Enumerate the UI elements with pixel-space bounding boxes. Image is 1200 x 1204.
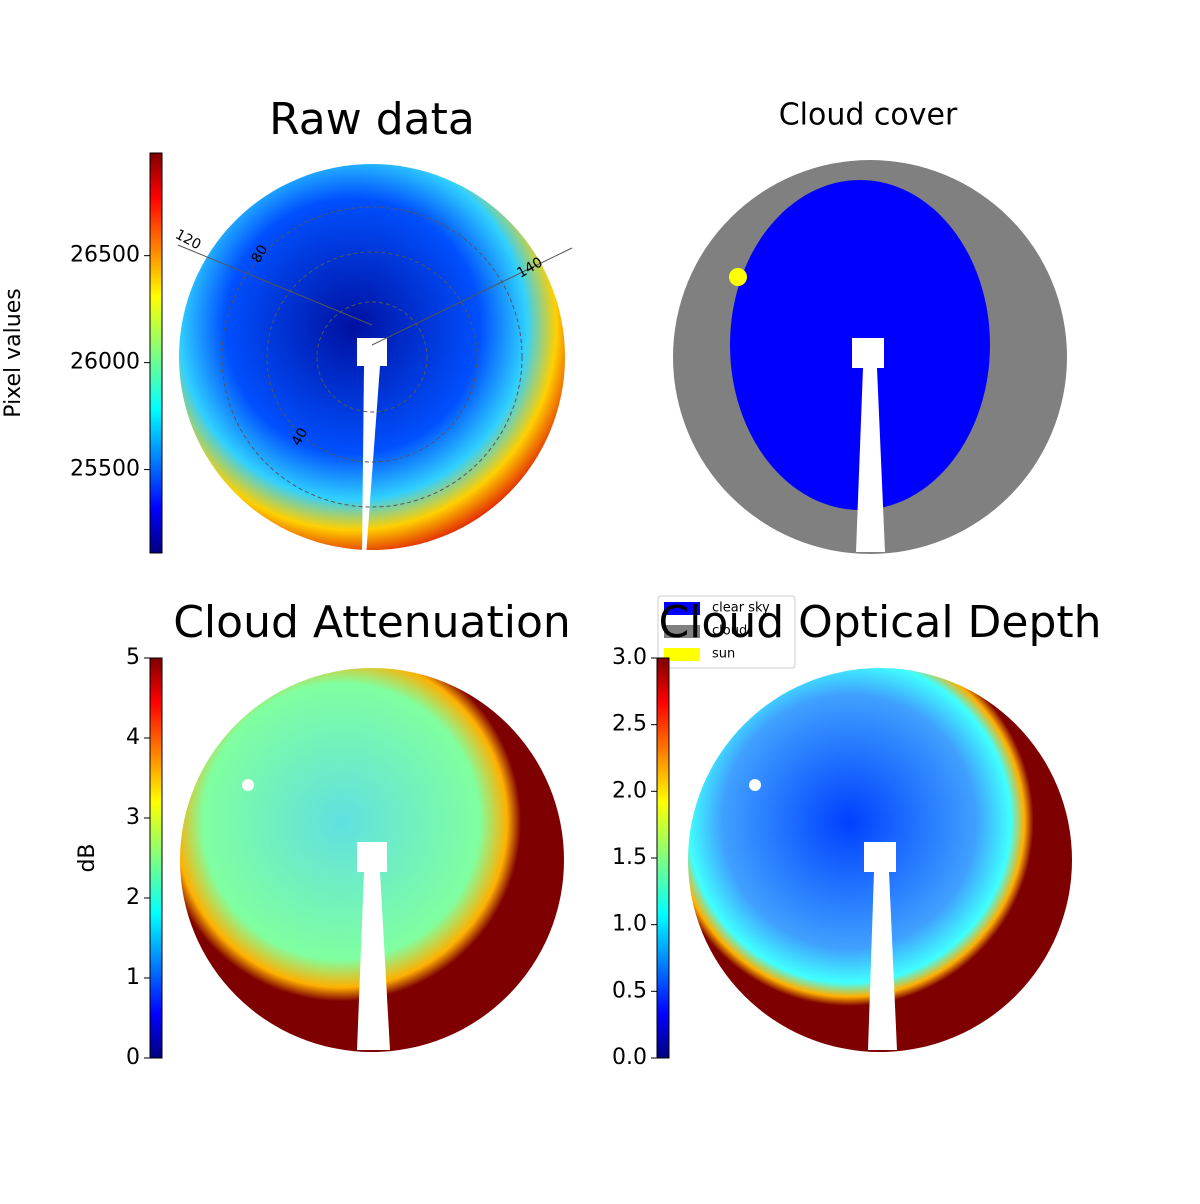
colorbar-label: dB <box>75 843 100 872</box>
colorbar <box>149 657 163 1059</box>
colorbar <box>149 152 163 554</box>
panel-title: Cloud Attenuation <box>173 597 571 648</box>
polar-grid <box>177 206 573 508</box>
colorbar-tick-label: 1.5 <box>612 845 647 870</box>
colorbar-tick-label: 1.0 <box>612 912 647 937</box>
masts <box>242 338 897 1050</box>
colorbar-tick-label: 26000 <box>70 350 140 375</box>
colorbar-tick-label: 0.0 <box>612 1045 647 1070</box>
legend-label: clear sky <box>712 601 770 616</box>
panel-title: Cloud Optical Depth <box>658 597 1101 648</box>
legend-swatch <box>664 625 700 638</box>
colorbar-tick-label: 2.5 <box>612 712 647 737</box>
colorbar-tick-label: 2 <box>126 885 140 910</box>
legend-label: sun <box>712 647 735 662</box>
colorbar-tick-label: 25500 <box>70 457 140 482</box>
sun-marker <box>729 268 747 286</box>
panel-title: Cloud cover <box>779 98 958 133</box>
colorbar-tick-label: 0.5 <box>612 978 647 1003</box>
polar-annotation: 80 <box>249 242 272 265</box>
panel-title: Raw data <box>269 94 475 145</box>
colorbar-tick-label: 0 <box>126 1045 140 1070</box>
sky-images <box>177 160 1072 1052</box>
colorbar-tick-label: 3 <box>126 805 140 830</box>
legend-label: cloud <box>712 624 747 639</box>
colorbar-tick-label: 5 <box>126 645 140 670</box>
colorbar-tick-label: 1 <box>126 965 140 990</box>
colorbar-label: Pixel values <box>1 288 26 417</box>
polar-annotation: 40 <box>289 425 312 448</box>
colorbar-tick-label: 26500 <box>70 243 140 268</box>
colorbar-tick-label: 4 <box>126 725 140 750</box>
colorbar-tick-label: 2.0 <box>612 778 647 803</box>
legend-swatch <box>664 602 700 615</box>
colorbar-tick-label: 3.0 <box>612 645 647 670</box>
legend-swatch <box>664 648 700 661</box>
colorbar <box>656 657 670 1059</box>
